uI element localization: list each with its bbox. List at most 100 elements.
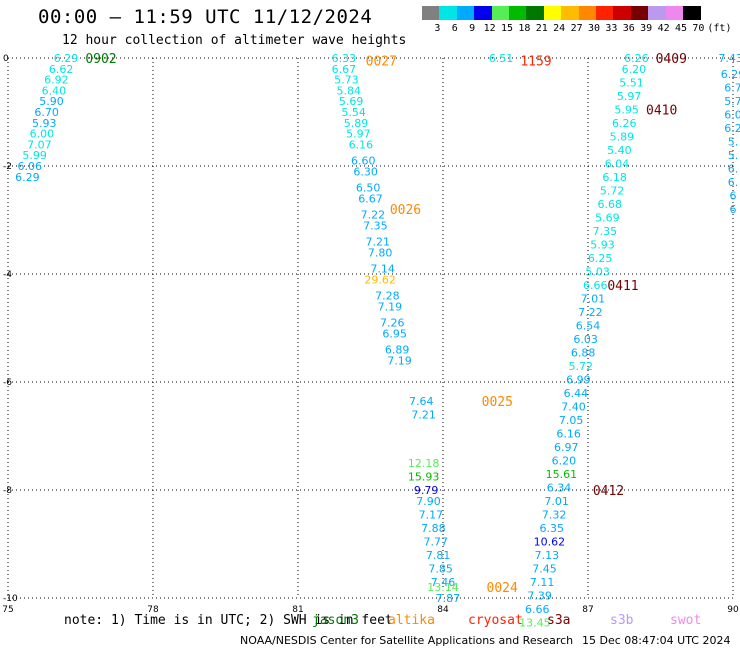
swh-value: 6 xyxy=(730,203,737,216)
satellite-cryosat: cryosat xyxy=(468,613,523,628)
legend-swatch xyxy=(561,6,580,20)
swh-value: 7.11 xyxy=(530,576,555,589)
swh-value: 6.88 xyxy=(571,346,596,359)
swh-value: 15.93 xyxy=(408,471,440,484)
legend-label: 27 xyxy=(570,23,583,34)
swh-value: 6.30 xyxy=(353,165,378,178)
swh-value: 5.84 xyxy=(337,84,362,97)
swh-value: 5.40 xyxy=(607,144,632,157)
swh-value: 6.35 xyxy=(540,522,565,535)
time-label: 0027 xyxy=(366,55,397,70)
swh-value: 7.39 xyxy=(527,589,552,602)
swh-value: 13.45 xyxy=(519,616,551,629)
swh-value: 5. xyxy=(728,149,739,162)
swh-value: 7.17 xyxy=(419,508,444,521)
swh-value: 6.67 xyxy=(358,192,383,205)
swh-value: 7.35 xyxy=(593,225,618,238)
legend-swatch xyxy=(474,6,493,20)
swh-value: 7.14 xyxy=(370,263,395,276)
swh-value: 7.85 xyxy=(428,562,453,575)
swh-value: 6.18 xyxy=(602,171,627,184)
legend-label: 70 xyxy=(692,23,705,34)
y-tick-label: -4 xyxy=(3,270,12,280)
swh-value: 6.03 xyxy=(573,333,598,346)
swh-value: 6.40 xyxy=(42,84,67,97)
swh-value: 7.19 xyxy=(378,300,403,313)
legend-label: 24 xyxy=(553,23,566,34)
legend-swatch xyxy=(509,6,527,20)
x-tick-label: 78 xyxy=(147,605,159,615)
swh-value: 6.0 xyxy=(724,109,740,122)
legend-swatch xyxy=(439,6,458,20)
legend-swatch xyxy=(630,6,649,20)
timestamp-text: 15 Dec 08:47:04 UTC 2024 xyxy=(582,634,731,647)
swh-value: 7.21 xyxy=(366,236,391,249)
legend-swatch xyxy=(596,6,614,20)
legend-label: 30 xyxy=(587,23,601,34)
swh-value: 12.18 xyxy=(408,457,440,470)
swh-value: 6.16 xyxy=(349,138,374,151)
swh-value: 6.26 xyxy=(624,52,649,65)
swh-value: 7.05 xyxy=(559,414,584,427)
swh-value: 5.72 xyxy=(569,360,594,373)
swh-value: 6.25 xyxy=(588,252,613,265)
swh-value: 13.14 xyxy=(427,581,459,594)
swh-value: 6.34 xyxy=(547,481,572,494)
swh-value: 7.45 xyxy=(532,562,557,575)
swh-value: 5.93 xyxy=(32,117,57,130)
legend-swatch xyxy=(491,6,510,20)
swh-value: 7.28 xyxy=(375,290,400,303)
x-tick-label: 90 xyxy=(727,605,739,615)
swh-value: 5.95 xyxy=(614,103,639,116)
swh-value: 7.64 xyxy=(409,395,434,408)
page-title: 00:00 – 11:59 UTC 11/12/2024 xyxy=(38,6,373,28)
swh-value: 7.35 xyxy=(363,219,388,232)
swh-value: 6.33 xyxy=(332,52,357,65)
swh-value: 5.73 xyxy=(334,74,359,87)
time-label: 0902 xyxy=(85,52,116,67)
legend-label: 12 xyxy=(483,23,496,34)
page-subtitle: 12 hour collection of altimeter wave hei… xyxy=(62,33,407,48)
y-tick-label: -8 xyxy=(3,486,12,496)
swh-value: 5.89 xyxy=(610,130,635,143)
time-label: 0411 xyxy=(607,279,638,294)
swh-value: 29.62 xyxy=(364,273,396,286)
swh-value: 7.21 xyxy=(411,408,436,421)
swh-value: 7.46 xyxy=(431,576,456,589)
swh-value: 5.69 xyxy=(595,211,620,224)
credit-text: NOAA/NESDIS Center for Satellite Applica… xyxy=(240,634,574,647)
swh-value: 7.22 xyxy=(361,209,386,222)
swh-value: 7.13 xyxy=(535,549,560,562)
y-tick-label: -10 xyxy=(3,594,18,604)
wave-height-values: 6.296.626.926.405.906.705.936.007.075.99… xyxy=(15,52,740,629)
swh-value: 7.32 xyxy=(542,508,567,521)
legend-swatch xyxy=(456,6,475,20)
satellite-jason3: jason3 xyxy=(312,613,359,628)
legend-swatch xyxy=(526,6,545,20)
x-tick-label: 75 xyxy=(2,605,13,615)
legend-label: 42 xyxy=(657,23,670,34)
legend-label: 39 xyxy=(640,23,653,34)
swh-value: 7.26 xyxy=(380,317,405,330)
legend-label: 21 xyxy=(535,23,548,34)
swh-value: 6.92 xyxy=(44,74,69,87)
legend-swatch xyxy=(422,6,440,20)
swh-value: 6.54 xyxy=(576,319,601,332)
satellite-s3a: s3a xyxy=(547,613,571,628)
legend-label: 6 xyxy=(451,23,458,34)
swh-value: 6 xyxy=(730,190,737,203)
swh-value: 6.29 xyxy=(54,52,79,65)
legend-label: 9 xyxy=(469,23,476,34)
swh-value: 5.54 xyxy=(341,106,366,119)
swh-value: 15.61 xyxy=(546,468,578,481)
swh-value: 6.06 xyxy=(18,160,43,173)
legend-swatch xyxy=(648,6,667,20)
color-legend: 3 6 9 12 15 18 21 24 27 30 33 36 39 42 45 70 (ft) xyxy=(422,4,731,34)
x-tick-label: 81 xyxy=(292,605,303,615)
swh-value: 7.07 xyxy=(27,138,52,151)
swh-value: 7.88 xyxy=(421,522,446,535)
time-label: 0409 xyxy=(656,52,687,67)
legend-label: 33 xyxy=(605,23,618,34)
map-grid xyxy=(7,57,734,599)
swh-value: 7.01 xyxy=(581,292,606,305)
